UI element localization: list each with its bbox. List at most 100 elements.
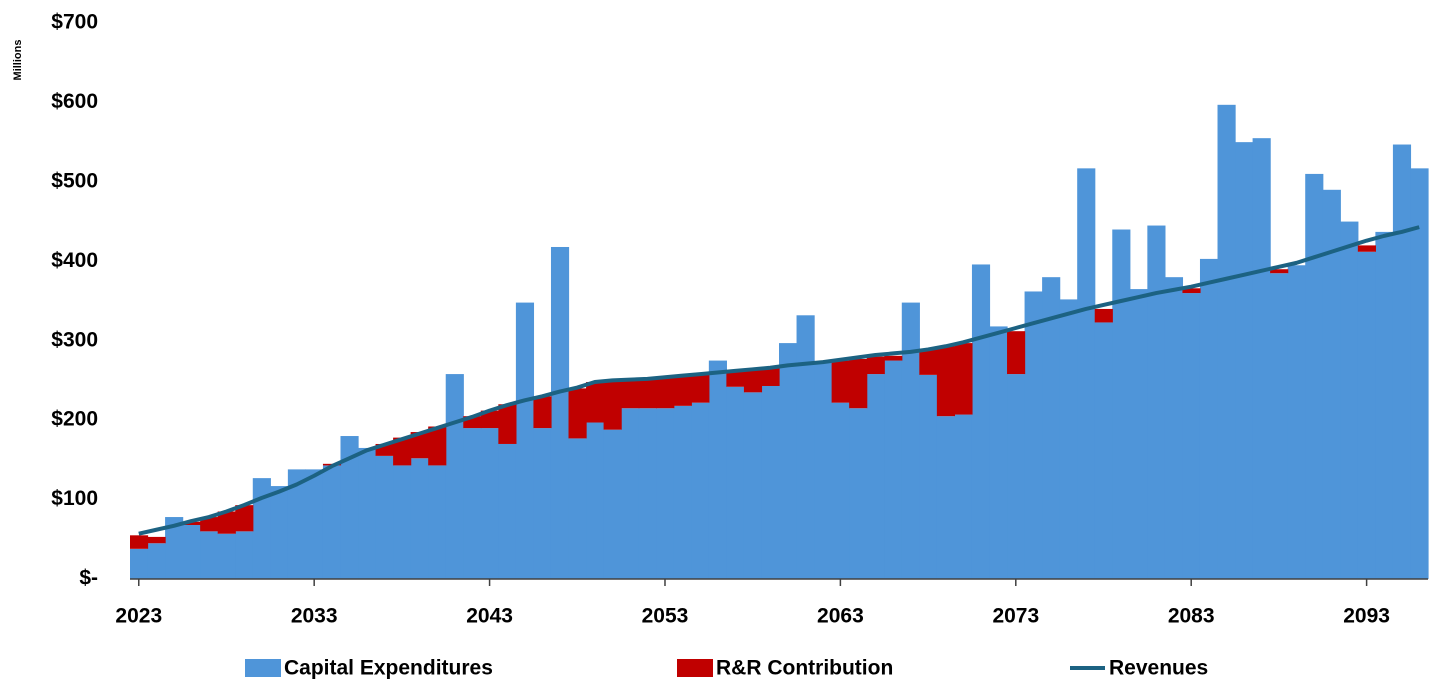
- bar: [936, 346, 956, 417]
- bar: [130, 535, 149, 549]
- bar: [586, 382, 605, 423]
- bar: [1392, 144, 1412, 580]
- bar: [884, 355, 903, 361]
- bar: [1322, 189, 1341, 580]
- bar: [1270, 269, 1289, 274]
- bar: [287, 469, 307, 579]
- bar: [393, 437, 412, 466]
- bar: [410, 458, 429, 579]
- bar: [1357, 251, 1376, 580]
- bar: [375, 455, 394, 579]
- bar: [305, 469, 324, 579]
- bar: [743, 370, 763, 393]
- bar: [217, 511, 236, 534]
- bar: [130, 548, 149, 579]
- y-tick-label: $400: [51, 249, 98, 272]
- y-tick-label: $-: [79, 567, 98, 590]
- bar: [691, 402, 710, 579]
- y-tick-label: $500: [51, 169, 98, 192]
- bar: [1252, 138, 1271, 579]
- legend-swatch: [677, 659, 713, 677]
- bar: [1147, 225, 1166, 580]
- x-tick-label: 2043: [466, 605, 513, 628]
- bar: [235, 531, 254, 579]
- y-tick-label: $600: [51, 90, 98, 113]
- bar: [831, 402, 850, 579]
- bar: [1094, 308, 1113, 323]
- bar: [673, 405, 692, 579]
- bar: [1129, 289, 1148, 579]
- bar: [463, 416, 482, 429]
- bar: [1270, 273, 1289, 579]
- bar: [200, 517, 219, 532]
- bar: [603, 380, 622, 430]
- x-tick-label: 2023: [115, 605, 162, 628]
- bar: [480, 428, 499, 579]
- legend-swatch: [245, 659, 281, 677]
- bar: [1340, 221, 1359, 580]
- bar: [498, 404, 517, 444]
- y-axis-label: Millions: [12, 40, 24, 81]
- bar: [428, 426, 447, 466]
- bar: [428, 465, 447, 579]
- bar: [340, 436, 359, 579]
- bar: [1007, 374, 1026, 579]
- bar: [603, 429, 622, 579]
- x-tick-label: 2053: [642, 605, 689, 628]
- bar: [165, 517, 184, 579]
- bar: [463, 428, 482, 579]
- bar: [235, 505, 254, 532]
- bar: [1042, 277, 1061, 579]
- bar: [375, 443, 394, 456]
- legend-label: Revenues: [1109, 657, 1208, 680]
- bar: [779, 343, 798, 579]
- bar: [989, 326, 1008, 579]
- bar: [743, 392, 763, 579]
- line: [138, 225, 1420, 536]
- bar: [708, 360, 727, 579]
- bar: [621, 408, 640, 579]
- bar: [866, 356, 885, 375]
- bar: [1077, 168, 1096, 579]
- bar: [849, 408, 868, 579]
- bar: [1199, 258, 1219, 579]
- bar: [866, 374, 885, 579]
- bar: [954, 343, 973, 415]
- x-tick-label: 2033: [291, 605, 338, 628]
- bar: [1357, 245, 1376, 252]
- bar: [1305, 173, 1324, 579]
- bar: [849, 358, 868, 409]
- bar: [1164, 277, 1184, 579]
- bar: [182, 524, 201, 579]
- bar: [533, 396, 552, 429]
- bar: [445, 374, 464, 579]
- bar: [410, 432, 429, 459]
- bar: [796, 315, 815, 579]
- x-tick-label: 2093: [1343, 605, 1390, 628]
- bar: [217, 533, 236, 579]
- bar: [393, 465, 412, 579]
- bar: [568, 438, 587, 579]
- bar: [498, 443, 517, 579]
- bar: [621, 380, 640, 409]
- bar: [533, 428, 552, 579]
- bar: [358, 447, 377, 579]
- y-tick-label: $100: [51, 487, 98, 510]
- legend-label: R&R Contribution: [716, 657, 893, 680]
- legend-label: Capital Expenditures: [284, 657, 493, 680]
- bar: [1410, 168, 1429, 579]
- bar: [673, 375, 692, 406]
- bar: [656, 408, 675, 579]
- x-tick-label: 2083: [1168, 605, 1215, 628]
- bar: [638, 408, 657, 579]
- bar: [814, 362, 833, 579]
- bar: [919, 374, 938, 579]
- x-tick-label: 2063: [817, 605, 864, 628]
- bar: [761, 368, 780, 386]
- bar: [586, 422, 605, 579]
- bar: [971, 264, 991, 579]
- bar: [831, 360, 850, 403]
- bar: [884, 360, 903, 579]
- bar: [1235, 142, 1254, 579]
- bar: [147, 536, 166, 544]
